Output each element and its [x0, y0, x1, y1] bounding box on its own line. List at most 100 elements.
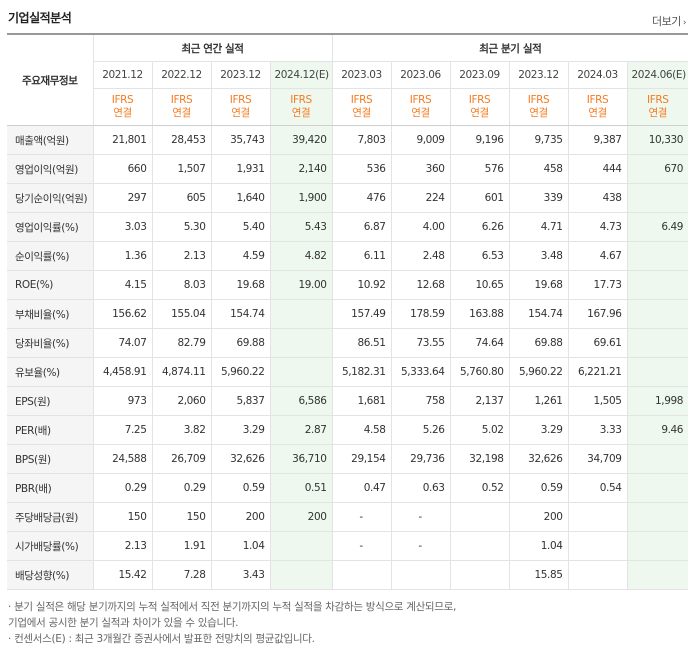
table-cell: 6.26 — [450, 212, 510, 242]
accounting-standard-label: IFRS — [468, 94, 491, 106]
table-cell: 605 — [152, 183, 212, 213]
table-row: ROE(%) 4.15 8.03 19.68 19.00 10.92 12.68 10.65 1… — [7, 270, 689, 300]
period-header: 2023.09 — [450, 61, 510, 89]
table-cell: 24,588 — [93, 444, 153, 474]
period-header: 2022.12 — [152, 61, 212, 89]
table-cell: 69.61 — [568, 328, 628, 358]
footnote-line: 기업에서 공시한 분기 실적과 차이가 있을 수 있습니다. — [8, 617, 239, 629]
table-cell: 10.92 — [331, 270, 392, 300]
row-label: PBR(배) — [7, 473, 94, 503]
more-link[interactable]: 더보기 › — [652, 13, 687, 29]
table-row: EPS(원) 973 2,060 5,837 6,586 1,681 758 2,137 1,2… — [7, 386, 689, 416]
table-cell: 3.29 — [211, 415, 271, 445]
table-cell: 6.49 — [627, 212, 689, 242]
table-cell: 1,505 — [568, 386, 628, 416]
table-cell: 10,330 — [627, 125, 689, 155]
table-cell — [391, 560, 451, 590]
table-cell: 200 — [509, 502, 569, 532]
table-cell: 0.51 — [270, 473, 333, 503]
row-label: 매출액(억원) — [7, 125, 94, 155]
table-cell: 4,874.11 — [152, 357, 212, 387]
table-cell: 6.53 — [450, 241, 510, 271]
table-cell: 3.48 — [509, 241, 569, 271]
table-cell — [627, 241, 689, 271]
row-label: 영업이익률(%) — [7, 212, 94, 242]
accounting-standard-label: IFRS — [229, 94, 252, 106]
table-cell: 297 — [93, 183, 153, 213]
table-cell: 0.29 — [93, 473, 153, 503]
table-cell: 36,710 — [270, 444, 333, 474]
table-cell: 178.59 — [391, 299, 451, 329]
table-cell: 4.71 — [509, 212, 569, 242]
table-cell: 0.47 — [331, 473, 392, 503]
table-cell — [450, 502, 510, 532]
table-row: 부채비율(%) 156.62 155.04 154.74 157.49 178.59 163… — [7, 299, 689, 329]
table-cell: 163.88 — [450, 299, 510, 329]
row-label: 영업이익(억원) — [7, 154, 94, 184]
table-cell: - — [331, 531, 392, 561]
table-cell: 0.52 — [450, 473, 510, 503]
table-row: PER(배) 7.25 3.82 3.29 2.87 4.58 5.26 5.02 3.29 3.… — [7, 415, 689, 445]
table-cell: 12.68 — [391, 270, 451, 300]
table-cell: 7.28 — [152, 560, 212, 590]
table-cell: 167.96 — [568, 299, 628, 329]
period-header: 2023.03 — [331, 61, 392, 89]
period-header: 2024.06(E) — [627, 61, 689, 89]
table-cell: 1,261 — [509, 386, 569, 416]
table-row: PBR(배) 0.29 0.29 0.59 0.51 0.47 0.63 0.52 0.59 0.… — [7, 473, 689, 503]
table-cell: 9,735 — [509, 125, 569, 155]
table-cell: 7,803 — [331, 125, 392, 155]
table-cell — [627, 183, 689, 213]
accounting-standard-label: IFRS — [350, 94, 373, 106]
chevron-right-icon: › — [682, 18, 687, 28]
table-cell: 4.00 — [391, 212, 451, 242]
table-cell — [270, 560, 333, 590]
accounting-standard-label: IFRS — [170, 94, 193, 106]
accounting-standard-label: IFRS — [111, 94, 134, 106]
table-cell: 1.36 — [93, 241, 153, 271]
table-corner-header: 주요재무정보 — [7, 34, 94, 126]
footnote-line: · 컨센서스(E) : 최근 3개월간 증권사에서 발표한 전망치의 평균값입니… — [8, 633, 315, 645]
table-cell — [627, 270, 689, 300]
table-cell: 19.00 — [270, 270, 333, 300]
table-cell: 601 — [450, 183, 510, 213]
row-label: PER(배) — [7, 415, 94, 445]
row-label: 배당성향(%) — [7, 560, 94, 590]
table-cell: 26,709 — [152, 444, 212, 474]
consolidation-label: 연결 — [470, 107, 489, 119]
table-cell: 973 — [93, 386, 153, 416]
table-cell: 2.48 — [391, 241, 451, 271]
accounting-standard-header: IFRS 연결 — [270, 88, 333, 126]
table-cell: 200 — [270, 502, 333, 532]
table-cell: 0.63 — [391, 473, 451, 503]
table-cell: 32,198 — [450, 444, 510, 474]
table-cell: 69.88 — [509, 328, 569, 358]
table-cell: 32,626 — [211, 444, 271, 474]
table-cell: 6,221.21 — [568, 357, 628, 387]
table-cell — [450, 560, 510, 590]
table-cell: 4.82 — [270, 241, 333, 271]
footnotes: · 분기 실적은 해당 분기까지의 누적 실적에서 직전 분기까지의 누적 실적… — [8, 599, 456, 647]
table-cell: 1,640 — [211, 183, 271, 213]
period-header: 2024.12(E) — [270, 61, 333, 89]
table-cell: 4.15 — [93, 270, 153, 300]
table-cell — [450, 531, 510, 561]
table-cell: 32,626 — [509, 444, 569, 474]
table-cell: 9,196 — [450, 125, 510, 155]
row-label: 당기순이익(억원) — [7, 183, 94, 213]
table-cell: 1.91 — [152, 531, 212, 561]
table-cell: 17.73 — [568, 270, 628, 300]
table-cell: 8.03 — [152, 270, 212, 300]
consolidation-label: 연결 — [529, 107, 548, 119]
table-cell: 5.43 — [270, 212, 333, 242]
table-cell: 1,681 — [331, 386, 392, 416]
row-label: BPS(원) — [7, 444, 94, 474]
table-row: 당좌비율(%) 74.07 82.79 69.88 86.51 73.55 74.64 69.… — [7, 328, 689, 358]
table-cell — [627, 502, 689, 532]
table-cell: - — [391, 502, 451, 532]
row-label: 순이익률(%) — [7, 241, 94, 271]
consolidation-label: 연결 — [113, 107, 132, 119]
table-cell: 4,458.91 — [93, 357, 153, 387]
table-cell: 5.30 — [152, 212, 212, 242]
period-header: 2024.03 — [568, 61, 628, 89]
